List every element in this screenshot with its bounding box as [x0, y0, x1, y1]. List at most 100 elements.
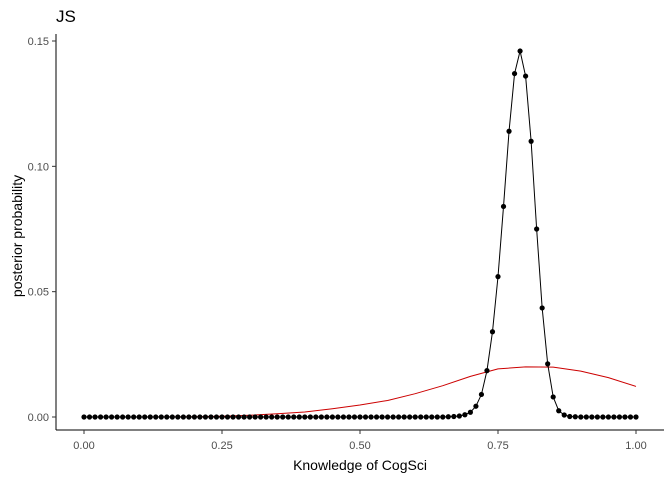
y-tick-label: 0.10	[28, 161, 49, 173]
posterior-point	[407, 414, 413, 420]
posterior-point	[291, 414, 297, 420]
posterior-point	[169, 414, 175, 420]
posterior-point	[340, 414, 347, 420]
posterior-line	[84, 50, 636, 418]
posterior-point	[247, 414, 253, 420]
posterior-point	[92, 414, 98, 420]
x-tick-label: 0.75	[487, 440, 508, 452]
posterior-point	[258, 414, 264, 420]
posterior-point	[550, 394, 556, 400]
posterior-point	[324, 414, 330, 420]
posterior-point	[197, 414, 203, 420]
posterior-point	[186, 414, 192, 420]
posterior-point	[224, 414, 231, 420]
posterior-point	[335, 414, 341, 420]
posterior-point	[213, 414, 220, 420]
posterior-point	[269, 414, 275, 420]
posterior-point	[379, 414, 385, 420]
posterior-point	[429, 414, 435, 420]
posterior-point	[241, 414, 247, 420]
posterior-point	[401, 414, 407, 420]
posterior-point	[346, 414, 352, 420]
posterior-point	[109, 414, 115, 420]
posterior-point	[191, 414, 197, 420]
y-tick-label: 0.00	[28, 412, 49, 424]
posterior-point	[511, 70, 518, 77]
plot-area	[81, 48, 639, 420]
posterior-point	[120, 414, 126, 420]
posterior-point	[445, 414, 451, 420]
posterior-point	[142, 414, 148, 420]
posterior-point	[351, 414, 358, 420]
posterior-point	[318, 414, 324, 420]
posterior-point	[164, 414, 170, 420]
posterior-point	[462, 412, 468, 418]
chart-title: JS	[56, 7, 76, 26]
posterior-point	[280, 414, 286, 420]
posterior-point	[81, 414, 87, 420]
posterior-point	[103, 414, 109, 420]
posterior-point	[412, 414, 418, 420]
posterior-point	[616, 414, 623, 420]
posterior-point	[451, 413, 457, 420]
posterior-point	[600, 414, 606, 420]
posterior-point	[357, 414, 363, 420]
posterior-point	[147, 414, 153, 420]
posterior-point	[125, 414, 131, 420]
y-axis-title: posterior probability	[9, 175, 25, 297]
posterior-point	[561, 412, 567, 418]
x-tick-label: 0.25	[211, 440, 232, 452]
posterior-point	[180, 414, 186, 420]
posterior-point	[484, 368, 490, 374]
y-tick-label: 0.05	[28, 287, 49, 299]
posterior-point	[362, 414, 369, 420]
posterior-point	[302, 414, 308, 420]
posterior-point	[131, 414, 137, 420]
prior-line	[84, 366, 637, 418]
posterior-point	[556, 408, 562, 414]
posterior-point	[396, 414, 402, 420]
posterior-point	[506, 128, 512, 134]
posterior-point	[373, 414, 380, 420]
x-tick-label: 0.00	[73, 440, 94, 452]
y-tick-label: 0.15	[28, 36, 49, 48]
posterior-point	[390, 414, 396, 420]
posterior-point	[235, 414, 242, 420]
posterior-point	[589, 414, 595, 420]
posterior-point	[175, 414, 181, 420]
x-tick-label: 1.00	[625, 440, 646, 452]
posterior-point	[478, 391, 485, 398]
posterior-point	[434, 414, 440, 420]
posterior-point	[517, 48, 523, 54]
y-axis-ticks: 0.00 0.05 0.10 0.15	[28, 36, 56, 424]
posterior-point	[296, 414, 302, 420]
posterior-point	[418, 414, 424, 420]
posterior-point	[385, 414, 391, 420]
posterior-point	[158, 414, 164, 420]
posterior-point	[534, 226, 540, 232]
posterior-point	[500, 203, 507, 210]
posterior-point	[285, 414, 291, 420]
posterior-point	[252, 414, 258, 420]
posterior-point	[329, 414, 335, 420]
posterior-point	[473, 403, 479, 409]
posterior-point	[605, 414, 612, 420]
x-tick-label: 0.50	[349, 440, 370, 452]
x-axis-title: Knowledge of CogSci	[293, 457, 427, 473]
posterior-point	[489, 329, 496, 335]
posterior-point	[219, 414, 225, 420]
posterior-point	[545, 361, 551, 367]
posterior-point	[572, 414, 578, 420]
posterior-point	[456, 413, 462, 419]
posterior-point	[611, 414, 617, 420]
series-layer	[81, 48, 639, 420]
posterior-point	[153, 414, 159, 420]
posterior-point	[467, 409, 473, 415]
posterior-point	[539, 305, 545, 311]
posterior-point	[274, 414, 280, 420]
posterior-point	[633, 414, 639, 420]
posterior-point	[594, 414, 600, 420]
posterior-point	[528, 138, 534, 144]
posterior-point	[583, 414, 589, 420]
